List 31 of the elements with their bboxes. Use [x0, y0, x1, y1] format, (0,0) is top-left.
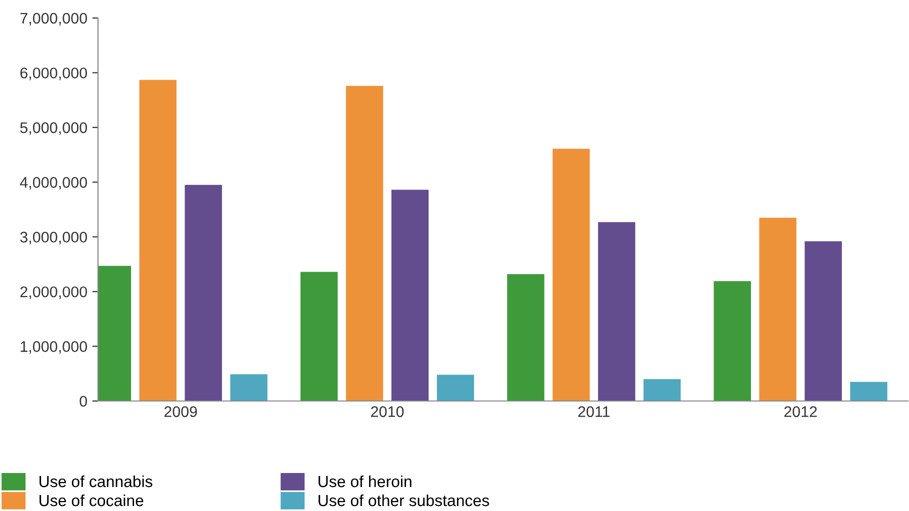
bar [300, 272, 338, 401]
x-tick-label: 2010 [371, 406, 404, 418]
y-tick-label: 3,000,000 [20, 232, 87, 244]
bar [552, 148, 590, 401]
bar [598, 222, 636, 401]
x-tick-label: 2011 [578, 406, 610, 418]
bar [644, 379, 681, 401]
bar [391, 190, 429, 401]
bar [850, 382, 888, 401]
legend-label: Use of cocaine [40, 494, 144, 506]
y-tick-label: 5,000,000 [20, 122, 87, 135]
y-tick-label: 6,000,000 [20, 68, 87, 80]
y-tick-label: 2,000,000 [20, 286, 87, 300]
bar [507, 274, 544, 401]
y-tick-label: 4,000,000 [20, 177, 87, 190]
bar [714, 281, 751, 401]
x-tick-label: 2012 [784, 406, 817, 418]
legend-label: Use of cannabis [40, 475, 152, 488]
y-tick-label: 0 [80, 396, 87, 407]
legend-label: Use of heroin [318, 475, 412, 488]
legend-label: Use of other substances [318, 494, 490, 506]
bar [184, 184, 222, 401]
bar [346, 86, 384, 401]
bar [804, 241, 842, 401]
bar [139, 80, 177, 401]
bar [759, 218, 796, 401]
y-tick-label: 1,000,000 [20, 341, 87, 354]
bar [436, 374, 474, 401]
bar [230, 374, 268, 401]
y-tick-label: 7,000,000 [20, 12, 87, 26]
x-tick-label: 2009 [164, 406, 197, 418]
